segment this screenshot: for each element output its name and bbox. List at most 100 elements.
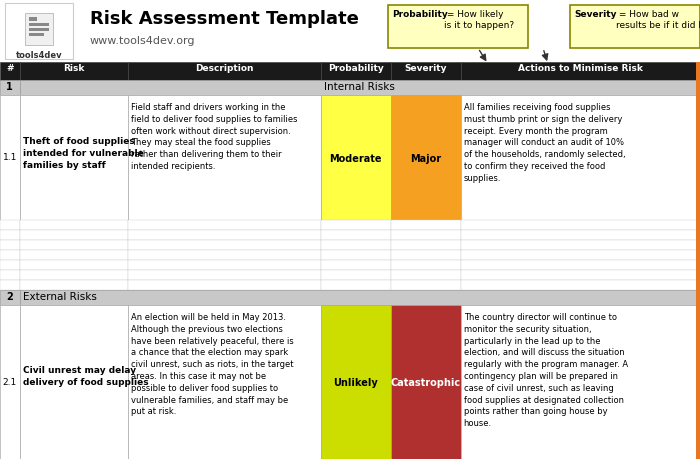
Text: tools4dev: tools4dev (15, 51, 62, 60)
Bar (128, 250, 321, 260)
Text: Unlikely: Unlikely (333, 378, 378, 388)
Bar (0, 305, 20, 459)
Bar (0, 290, 20, 305)
Bar (696, 305, 700, 459)
Bar (696, 240, 700, 250)
Bar (128, 220, 321, 230)
Bar (29, 33, 44, 36)
Bar (20, 250, 128, 260)
Bar (0, 270, 20, 280)
Bar (321, 260, 391, 270)
Bar (321, 280, 391, 290)
Bar (0, 260, 20, 270)
Bar (321, 270, 391, 280)
Bar (20, 80, 700, 95)
Bar (461, 305, 700, 459)
Bar (5, 3, 73, 59)
Bar (128, 260, 321, 270)
Bar (0, 230, 20, 240)
Text: Field staff and drivers working in the
field to deliver food supplies to familie: Field staff and drivers working in the f… (131, 103, 298, 171)
Bar (128, 270, 321, 280)
Bar (29, 17, 37, 21)
Bar (0, 280, 20, 290)
Bar (20, 280, 128, 290)
Bar (128, 62, 321, 80)
Text: Civil unrest may delay
delivery of food supplies: Civil unrest may delay delivery of food … (22, 366, 148, 387)
Text: The country director will continue to
monitor the security situation,
particular: The country director will continue to mo… (463, 313, 628, 428)
Text: Probability: Probability (328, 64, 384, 73)
Bar (696, 80, 700, 95)
Bar (20, 270, 128, 280)
Bar (391, 230, 461, 240)
Bar (321, 230, 391, 240)
Bar (321, 240, 391, 250)
Bar (0, 0, 700, 62)
Text: Severity: Severity (405, 64, 447, 73)
Bar (461, 250, 700, 260)
Text: www.tools4dev.org: www.tools4dev.org (90, 36, 195, 46)
Bar (128, 95, 321, 220)
Bar (391, 260, 461, 270)
Bar (20, 260, 128, 270)
Bar (128, 280, 321, 290)
Bar (321, 95, 391, 220)
Text: Probability: Probability (392, 10, 448, 19)
Bar (461, 230, 700, 240)
Bar (461, 270, 700, 280)
Bar (0, 80, 20, 95)
Bar (0, 220, 20, 230)
Bar (20, 230, 128, 240)
Bar (461, 260, 700, 270)
Bar (461, 62, 700, 80)
Text: 2.1: 2.1 (3, 378, 17, 387)
Bar (0, 240, 20, 250)
Text: 1: 1 (6, 82, 13, 92)
Bar (20, 305, 128, 459)
Bar (20, 62, 128, 80)
Bar (0, 250, 20, 260)
Text: Risk: Risk (63, 64, 85, 73)
Text: 2: 2 (6, 292, 13, 302)
Bar (696, 280, 700, 290)
Bar (128, 305, 321, 459)
Text: Severity: Severity (574, 10, 617, 19)
Bar (696, 95, 700, 220)
Text: All families receiving food supplies
must thumb print or sign the delivery
recei: All families receiving food supplies mus… (463, 103, 625, 183)
Bar (20, 95, 128, 220)
Bar (391, 305, 461, 459)
Text: #: # (6, 64, 13, 73)
Bar (0, 95, 20, 220)
Text: = How likely
is it to happen?: = How likely is it to happen? (444, 10, 514, 30)
Bar (20, 290, 700, 305)
Bar (321, 220, 391, 230)
Text: Theft of food supplies
intended for vulnerable
families by staff: Theft of food supplies intended for vuln… (22, 138, 144, 170)
Bar (388, 5, 528, 48)
Bar (391, 270, 461, 280)
Bar (321, 305, 391, 459)
Text: An election will be held in May 2013.
Although the previous two elections
have b: An election will be held in May 2013. Al… (131, 313, 294, 416)
Bar (128, 230, 321, 240)
Bar (391, 280, 461, 290)
Bar (461, 240, 700, 250)
Bar (29, 28, 49, 31)
Bar (696, 62, 700, 80)
Bar (0, 62, 20, 80)
Bar (696, 270, 700, 280)
Bar (321, 250, 391, 260)
Bar (696, 230, 700, 240)
Text: Internal Risks: Internal Risks (324, 82, 396, 92)
Text: Catastrophic: Catastrophic (391, 378, 461, 388)
Text: Moderate: Moderate (330, 153, 382, 163)
Bar (391, 95, 461, 220)
Bar (461, 220, 700, 230)
Text: 1.1: 1.1 (3, 153, 17, 162)
Bar (696, 220, 700, 230)
Bar (391, 250, 461, 260)
Bar (20, 240, 128, 250)
Text: Actions to Minimise Risk: Actions to Minimise Risk (518, 64, 643, 73)
Bar (696, 250, 700, 260)
Text: External Risks: External Risks (22, 292, 97, 302)
Text: = How bad w
results be if it did happe: = How bad w results be if it did happe (616, 10, 700, 30)
Bar (25, 13, 53, 45)
Bar (570, 5, 700, 48)
